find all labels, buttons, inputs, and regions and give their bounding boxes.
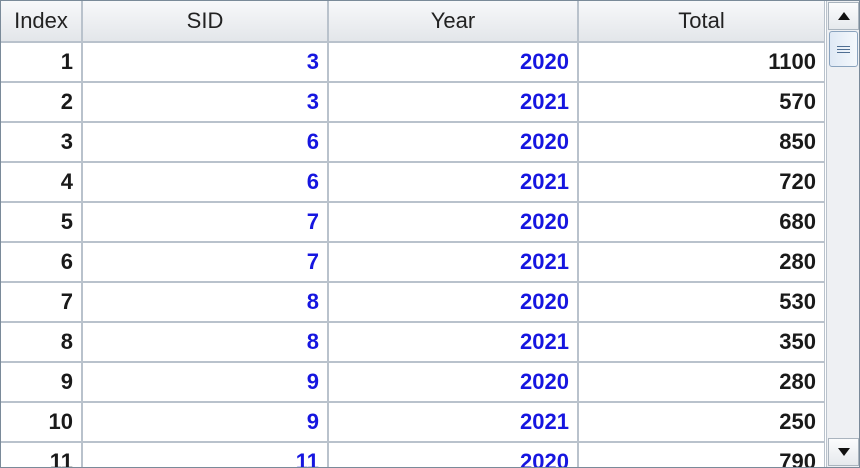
cell-year[interactable]: 2021 <box>328 82 579 123</box>
table-row[interactable]: 6 7 2021 280 <box>1 242 825 283</box>
grip-line <box>837 48 850 50</box>
table-row[interactable]: 2 3 2021 570 <box>1 82 825 123</box>
cell-year[interactable]: 2020 <box>328 282 579 323</box>
cell-year[interactable]: 2021 <box>328 242 579 283</box>
cell-sid[interactable]: 8 <box>82 282 329 323</box>
cell-year[interactable]: 2020 <box>328 202 579 243</box>
cell-total[interactable]: 720 <box>578 162 825 203</box>
cell-total[interactable]: 790 <box>578 442 825 467</box>
cell-year[interactable]: 2021 <box>328 402 579 443</box>
header-row: Index SID Year Total <box>1 1 825 43</box>
scrollbar-thumb[interactable] <box>829 31 858 67</box>
cell-year[interactable]: 2020 <box>328 42 579 83</box>
table-row[interactable]: 11 11 2020 790 <box>1 442 825 467</box>
cell-year[interactable]: 2021 <box>328 162 579 203</box>
cell-index[interactable]: 6 <box>1 242 83 283</box>
cell-total[interactable]: 350 <box>578 322 825 363</box>
cell-index[interactable]: 10 <box>1 402 83 443</box>
column-header-index[interactable]: Index <box>1 1 83 43</box>
scroll-down-button[interactable] <box>828 438 859 466</box>
cell-sid[interactable]: 11 <box>82 442 329 467</box>
cell-total[interactable]: 850 <box>578 122 825 163</box>
cell-index[interactable]: 9 <box>1 362 83 403</box>
cell-total[interactable]: 680 <box>578 202 825 243</box>
scroll-up-button[interactable] <box>828 2 859 30</box>
cell-total[interactable]: 250 <box>578 402 825 443</box>
cell-year[interactable]: 2020 <box>328 442 579 467</box>
cell-year[interactable]: 2020 <box>328 362 579 403</box>
cell-year[interactable]: 2021 <box>328 322 579 363</box>
cell-sid[interactable]: 6 <box>82 162 329 203</box>
cell-sid[interactable]: 3 <box>82 82 329 123</box>
cell-index[interactable]: 7 <box>1 282 83 323</box>
vertical-scrollbar[interactable] <box>826 1 859 467</box>
cell-sid[interactable]: 7 <box>82 242 329 283</box>
cell-index[interactable]: 2 <box>1 82 83 123</box>
column-header-sid[interactable]: SID <box>82 1 329 43</box>
table-viewport: Index SID Year Total 1 3 2020 1100 2 3 2021 570… <box>1 1 825 467</box>
triangle-up-icon <box>837 12 850 20</box>
cell-index[interactable]: 3 <box>1 122 83 163</box>
cell-total[interactable]: 1100 <box>578 42 825 83</box>
table-row[interactable]: 1 3 2020 1100 <box>1 42 825 83</box>
cell-sid[interactable]: 7 <box>82 202 329 243</box>
column-header-year[interactable]: Year <box>328 1 579 43</box>
table-row[interactable]: 10 9 2021 250 <box>1 402 825 443</box>
triangle-down-icon <box>837 448 850 456</box>
cell-index[interactable]: 5 <box>1 202 83 243</box>
cell-sid[interactable]: 3 <box>82 42 329 83</box>
cell-total[interactable]: 280 <box>578 362 825 403</box>
grip-line <box>837 51 850 53</box>
data-table: Index SID Year Total 1 3 2020 1100 2 3 2021 570… <box>1 1 825 467</box>
cell-sid[interactable]: 9 <box>82 402 329 443</box>
cell-year[interactable]: 2020 <box>328 122 579 163</box>
cell-index[interactable]: 11 <box>1 442 83 467</box>
cell-index[interactable]: 4 <box>1 162 83 203</box>
table-row[interactable]: 5 7 2020 680 <box>1 202 825 243</box>
cell-sid[interactable]: 6 <box>82 122 329 163</box>
table-row[interactable]: 8 8 2021 350 <box>1 322 825 363</box>
cell-sid[interactable]: 9 <box>82 362 329 403</box>
grip-lines-icon <box>837 45 850 47</box>
table-row[interactable]: 3 6 2020 850 <box>1 122 825 163</box>
cell-index[interactable]: 8 <box>1 322 83 363</box>
table-row[interactable]: 7 8 2020 530 <box>1 282 825 323</box>
cell-total[interactable]: 280 <box>578 242 825 283</box>
table-body: 1 3 2020 1100 2 3 2021 570 3 6 2020 850 4 6 2021 720 5 7 2… <box>1 42 825 467</box>
table-row[interactable]: 4 6 2021 720 <box>1 162 825 203</box>
table-row[interactable]: 9 9 2020 280 <box>1 362 825 403</box>
cell-total[interactable]: 530 <box>578 282 825 323</box>
cell-total[interactable]: 570 <box>578 82 825 123</box>
cell-sid[interactable]: 8 <box>82 322 329 363</box>
cell-index[interactable]: 1 <box>1 42 83 83</box>
column-header-total[interactable]: Total <box>578 1 825 43</box>
